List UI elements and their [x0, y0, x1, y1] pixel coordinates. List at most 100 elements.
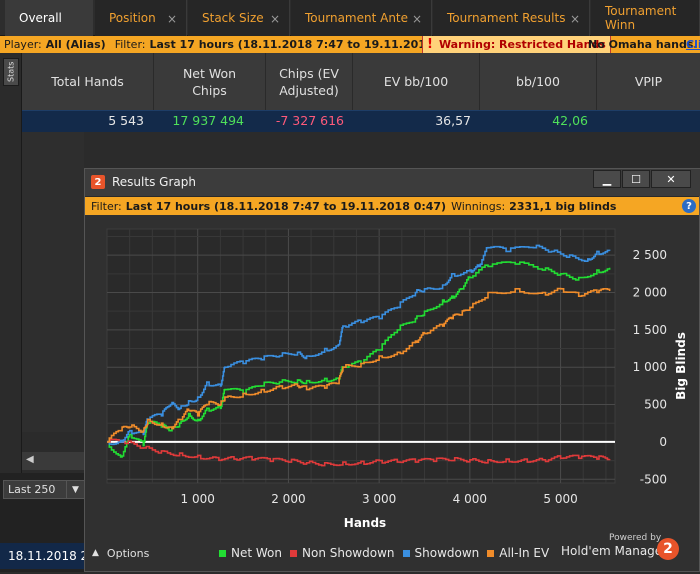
series-line-net-won — [107, 261, 611, 458]
series-line-showdown — [107, 244, 611, 446]
column-header-vpip[interactable]: VPIP — [634, 74, 663, 89]
legend-item-net-won[interactable]: Net Won — [219, 546, 282, 560]
legend-label: Net Won — [231, 546, 282, 560]
filter-label: Filter: — [114, 38, 146, 51]
legend-swatch — [487, 549, 495, 557]
click-link[interactable]: Cli — [686, 38, 700, 51]
series-line-non-showdown — [107, 438, 611, 467]
cell-vpip — [597, 113, 687, 131]
arrow-left-icon[interactable]: ◀ — [26, 454, 34, 465]
minimize-icon[interactable]: ▁ — [593, 170, 621, 188]
close-icon[interactable]: × — [411, 12, 422, 26]
tab-label: Tournament Winn — [605, 4, 677, 32]
options-button[interactable]: ▲ Options — [92, 543, 158, 563]
graph-filter-label: Filter: — [91, 199, 122, 213]
x-tick-label: 1 000 — [181, 492, 215, 506]
warning-icon: ! — [427, 37, 433, 52]
graph-filter-bar: Filter: Last 17 hours (18.11.2018 7:47 t… — [85, 197, 699, 215]
tab-label: Overall — [19, 11, 62, 25]
y-tick-label: 1 500 — [633, 323, 667, 337]
player-label: Player: — [4, 38, 42, 51]
close-icon[interactable]: × — [269, 12, 280, 26]
help-icon[interactable]: ? — [682, 199, 696, 213]
series-line-all-in-ev — [107, 287, 611, 443]
y-tick-label: 1 000 — [633, 360, 667, 374]
tab-stack-size[interactable]: Stack Size × — [188, 0, 290, 36]
column-header-net-won-chips[interactable]: Net Won Chips — [154, 53, 266, 110]
y-tick-label: 2 500 — [633, 248, 667, 262]
tab-tournament-ante[interactable]: Tournament Ante × — [291, 0, 432, 36]
y-tick-label: -500 — [640, 472, 667, 486]
cell-ev-bb100: 36,57 — [435, 113, 471, 128]
legend-swatch — [402, 549, 410, 557]
horizontal-scrollbar[interactable]: ◀ — [22, 452, 84, 470]
stats-sidebar — [0, 53, 22, 473]
y-tick-label: 500 — [644, 398, 667, 412]
legend-item-all-in-ev[interactable]: All-In EV — [487, 546, 549, 560]
results-graph-window: 2 Results Graph ▁ ☐ ✕ Filter: Last 17 ho… — [84, 168, 700, 572]
legend-label: Showdown — [414, 546, 480, 560]
x-axis-label: Hands — [344, 516, 386, 530]
date-cell[interactable]: 18.11.2018 2 — [0, 543, 90, 569]
stats-grid-body — [22, 132, 84, 432]
y-axis-label: Big Blinds — [674, 332, 688, 400]
plot-area — [106, 228, 616, 484]
cell-bb100: 42,06 — [552, 113, 588, 128]
column-header-total-hands[interactable]: Total Hands — [22, 53, 154, 110]
y-tick-label: 2 000 — [633, 286, 667, 300]
filter-value[interactable]: Last 17 hours (18.11.2018 7:47 to 19.11.… — [149, 38, 470, 51]
tab-tournament-winnings[interactable]: Tournament Winn — [591, 0, 700, 36]
brand-name: Hold'em Manager — [561, 544, 668, 558]
tab-tournament-results[interactable]: Tournament Results × — [433, 0, 590, 36]
legend-swatch — [290, 549, 297, 557]
player-value[interactable]: All (Alias) — [45, 38, 106, 51]
legend-item-non-showdown[interactable]: Non Showdown — [290, 546, 395, 560]
column-header-ev-bb100[interactable]: EV bb/100 — [353, 53, 480, 110]
close-icon[interactable]: × — [166, 12, 177, 26]
winnings-value: 2331,1 big blinds — [509, 199, 617, 213]
cell-chips-ev: -7 327 616 — [275, 113, 344, 128]
graph-filter-value: Last 17 hours (18.11.2018 7:47 to 19.11.… — [125, 199, 447, 213]
table-row[interactable]: 5 543 17 937 494 -7 327 616 36,57 42,06 — [22, 110, 700, 132]
hm2-brand-logo-icon: 2 — [657, 538, 679, 560]
results-chart: 1 000 2 000 3 000 4 000 5 000 -500 0 500 1 000 1 … — [106, 228, 688, 530]
chart-area: 1 000 2 000 3 000 4 000 5 000 -500 0 500 1 000 1 … — [85, 215, 699, 571]
column-header-bb100[interactable]: bb/100 — [480, 53, 597, 110]
x-tick-label: 2 000 — [271, 492, 305, 506]
filter-bar: Player: All (Alias) Filter: Last 17 hour… — [0, 36, 700, 53]
cell-net-won-chips: 17 937 494 — [172, 113, 244, 128]
tab-label: Position — [109, 11, 156, 25]
powered-by-text: Powered by — [609, 533, 662, 543]
close-icon[interactable]: × — [569, 12, 580, 26]
legend-item-showdown[interactable]: Showdown — [402, 546, 480, 560]
winnings-label: Winnings: — [451, 199, 506, 213]
hm2-logo-icon: 2 — [91, 175, 105, 189]
chart-legend: Net Won Non Showdown Showdown All-In EV — [219, 543, 557, 563]
hand-range-select[interactable]: Last 250 ▼ — [3, 480, 85, 499]
chevron-down-icon[interactable]: ▼ — [66, 481, 84, 498]
close-icon[interactable]: ✕ — [651, 170, 691, 188]
column-header-chips-ev[interactable]: Chips (EV Adjusted) — [266, 53, 353, 110]
legend-label: All-In EV — [499, 546, 550, 560]
tab-label: Tournament Ante — [305, 11, 409, 25]
window-title: Results Graph — [112, 175, 196, 189]
options-label: Options — [106, 546, 150, 560]
stats-table-header: Total Hands Net Won Chips Chips (EV Adju… — [22, 53, 700, 110]
x-tick-label: 3 000 — [362, 492, 396, 506]
warning-text: Warning: Restricted Hands — [438, 38, 606, 51]
x-tick-label: 5 000 — [543, 492, 577, 506]
restricted-warning: ! Warning: Restricted Hands — [422, 36, 611, 53]
tab-label: Stack Size — [202, 11, 264, 25]
tab-position[interactable]: Position × — [95, 0, 187, 36]
y-tick-label: 0 — [659, 435, 667, 449]
x-tick-label: 4 000 — [453, 492, 487, 506]
tab-label: Tournament Results — [447, 11, 566, 25]
no-omaha-text: No Omaha hands. — [588, 38, 698, 51]
select-value: Last 250 — [8, 483, 56, 496]
tab-overall[interactable]: Overall — [5, 0, 93, 36]
window-titlebar[interactable]: 2 Results Graph ▁ ☐ ✕ — [85, 169, 700, 196]
tab-strip: Overall Position × Stack Size × Tournament… — [0, 0, 700, 36]
stats-toggle-button[interactable]: Stats — [3, 58, 19, 86]
cell-total-hands: 5 543 — [108, 113, 144, 128]
maximize-icon[interactable]: ☐ — [622, 170, 650, 188]
